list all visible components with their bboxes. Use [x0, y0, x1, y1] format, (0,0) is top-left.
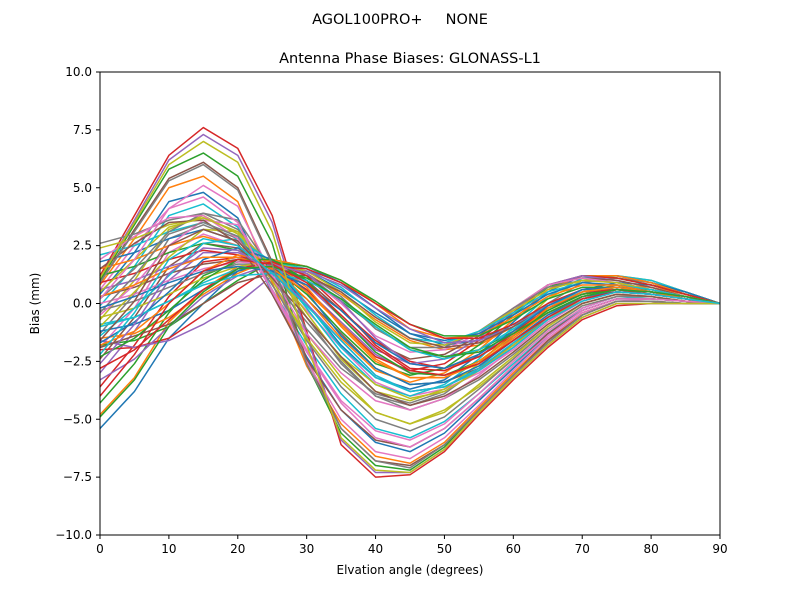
series-line-51 [99, 256, 721, 379]
x-tick-label: 30 [299, 542, 314, 556]
series-line-13 [99, 126, 720, 478]
x-tick-label: 80 [643, 542, 658, 556]
x-tick-label: 50 [437, 542, 452, 556]
chart-title: Antenna Phase Biases: GLONASS-L1 [279, 51, 541, 67]
y-tick-label: 5.0 [73, 181, 92, 195]
series-line-21 [99, 235, 721, 383]
y-tick-label: 2.5 [73, 239, 92, 253]
series-line-57 [99, 163, 720, 469]
y-tick-label: −10.0 [55, 528, 92, 542]
series-group [99, 126, 721, 478]
series-line-47 [99, 221, 721, 432]
series-line-58 [99, 140, 720, 474]
y-tick-label: −5.0 [63, 412, 92, 426]
y-tick-label: 0.0 [73, 297, 92, 311]
x-tick-label: 10 [161, 542, 176, 556]
x-tick-label: 60 [506, 542, 521, 556]
x-tick-label: 70 [575, 542, 590, 556]
y-tick-label: 7.5 [73, 123, 92, 137]
x-axis-label: Elvation angle (degrees) [337, 563, 484, 577]
y-tick-label: −2.5 [63, 354, 92, 368]
series-line-52 [99, 265, 721, 418]
x-tick-label: 40 [368, 542, 383, 556]
figure-suptitle: AGOL100PRO+ NONE [312, 12, 488, 28]
series-line-28 [99, 261, 721, 346]
x-axis: 0 10 20 30 40 50 60 70 80 90 [96, 535, 728, 556]
y-tick-label: 10.0 [65, 65, 92, 79]
series-line-56 [99, 196, 721, 448]
series-line-25 [99, 258, 721, 360]
series-line-55 [99, 228, 721, 407]
x-tick-label: 90 [712, 542, 727, 556]
x-tick-label: 0 [96, 542, 104, 556]
y-tick-label: −7.5 [63, 470, 92, 484]
y-axis: −10.0 −7.5 −5.0 −2.5 0.0 2.5 5.0 7.5 10.0 [55, 65, 100, 542]
series-line-59 [99, 237, 721, 393]
y-axis-label: Bias (mm) [28, 273, 42, 335]
x-tick-label: 20 [230, 542, 245, 556]
